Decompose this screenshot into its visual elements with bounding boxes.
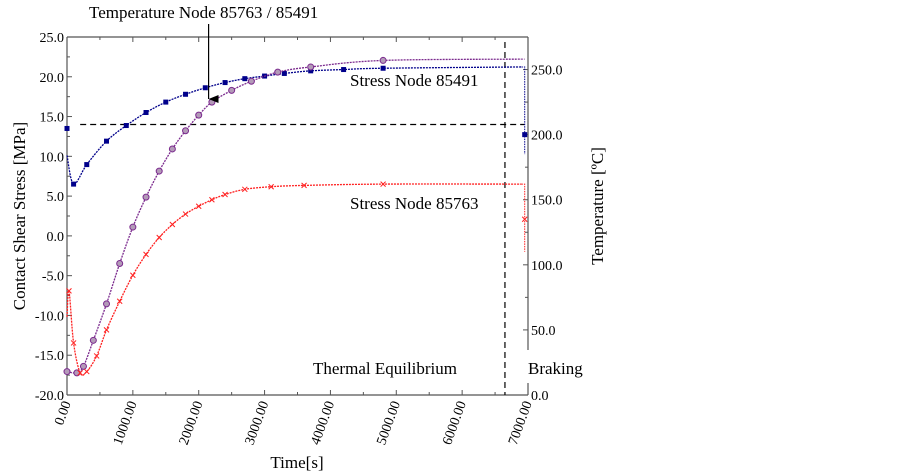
data-point [209,196,215,203]
data-point [182,127,190,135]
annotation-stress-node-85491: Stress Node 85491 [350,71,478,90]
series-temperature-node-85763 [63,56,525,377]
y2-tick-label: 0.0 [531,389,549,404]
x-tick-label: 2000.00 [177,399,207,447]
data-point [63,368,71,376]
y2-tick-label: 150.0 [531,194,563,209]
reference-lines [80,42,525,395]
data-point [208,98,216,106]
data-point [380,181,386,187]
data-point [104,138,110,144]
y-tick-label: 0.0 [47,230,65,245]
data-point [130,272,136,279]
data-point [79,362,87,370]
data-point [93,353,100,359]
data-point [183,91,189,97]
annotation-braking: Braking [528,359,583,378]
tick-labels: 0.00 1000.00 2000.00 3000.00 4000.00 5000.00 6… [35,31,563,447]
y-tick-label: -20.0 [35,389,64,404]
y2-axis-title: Temperature [ºC] [588,147,607,265]
x-tick-label: 5000.00 [374,399,404,447]
x-tick-label: 7000.00 [506,399,536,447]
data-point [143,110,149,116]
y2-tick-label: 200.0 [531,129,563,144]
data-point [66,288,72,294]
series-temperature-node-85491 [64,65,528,187]
data-point [241,186,248,193]
y-tick-label: 15.0 [40,111,65,126]
data-point [308,68,314,74]
data-point [268,183,275,190]
y-tick-label: -5.0 [42,270,64,285]
x-axis-title: Time[s] [270,453,323,472]
y2-tick-label: 50.0 [531,324,556,339]
x-tick-label: 1000.00 [111,399,141,447]
y-tick-label: 20.0 [40,71,65,86]
data-point [77,370,84,376]
y2-tick-label: 100.0 [531,259,563,274]
data-point [222,191,228,198]
y-tick-label: 25.0 [40,31,65,46]
data-point [155,167,163,175]
data-point [70,340,77,346]
x-tick-label: 6000.00 [440,399,470,447]
data-point [129,223,137,231]
data-point [522,132,528,138]
data-point [281,70,287,76]
data-point [64,125,70,131]
ticks [66,36,529,396]
data-point [116,260,124,268]
data-point [168,145,176,153]
data-point [84,162,90,168]
y2-tick-label: 250.0 [531,64,563,79]
y-tick-label: -15.0 [35,349,64,364]
data-point [73,369,81,377]
annotation-thermal-equilibrium: Thermal Equilibrium [313,359,457,378]
data-point [380,65,386,71]
data-point [182,211,189,217]
data-point [242,76,248,82]
annotation-temperature-nodes: Temperature Node 85763 / 85491 [89,3,318,22]
data-point [163,99,169,105]
data-point [301,182,307,189]
data-point [123,123,129,129]
data-point [228,86,236,94]
braking-line [521,183,526,252]
data-point [379,56,387,64]
data-point [274,68,282,76]
data-point [307,63,315,71]
data-point [169,221,176,228]
data-point [195,203,202,210]
data-point [103,327,110,333]
series-line [66,58,522,374]
data-point [247,77,255,85]
series-line [66,66,522,185]
series-stress-node-85763 [66,181,528,376]
data-point [143,251,149,258]
x-tick-label: 3000.00 [243,399,273,447]
data-point [116,298,123,305]
data-point [103,300,111,308]
data-point [202,85,208,91]
braking-line [521,66,526,155]
axes [66,36,529,396]
x-tick-label: 4000.00 [309,399,339,447]
y-tick-label: -10.0 [35,309,64,324]
data-point [341,67,347,73]
data-point [71,181,77,187]
series-group [63,56,528,377]
data-point [156,234,163,241]
data-point [222,80,228,86]
data-point [521,216,528,223]
data-point [142,193,150,201]
y-axis-title: Contact Shear Stress [MPa] [10,122,29,310]
annotation-stress-node-85763: Stress Node 85763 [350,194,478,213]
data-point [89,336,97,344]
y-tick-label: 5.0 [47,190,65,205]
y-tick-label: 10.0 [40,150,65,165]
data-point [83,368,90,375]
data-point [195,111,203,119]
